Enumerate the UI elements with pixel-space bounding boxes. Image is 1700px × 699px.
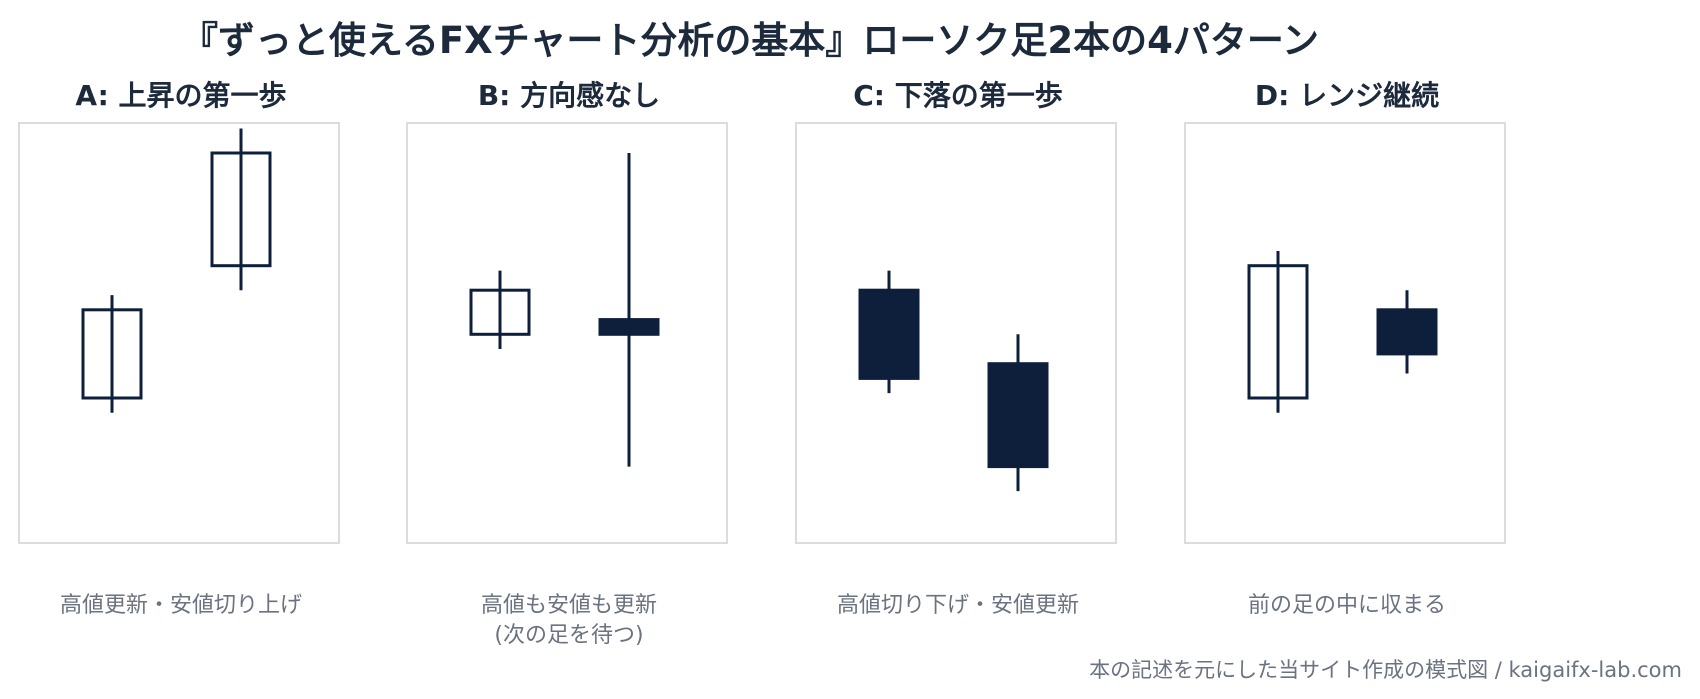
panel-b-candle-2 [598, 153, 660, 467]
panel-b-candles-svg [469, 153, 660, 467]
panel-a-caption-line1: 高値更新・安値切り上げ [59, 593, 302, 618]
panel-c-title: C: 下落の第一歩 [853, 79, 1063, 112]
panel-a-title: A: 上昇の第一歩 [75, 79, 287, 112]
panel-a-candle-2-body [210, 151, 272, 268]
panel-c-caption: 高値切り下げ・安値更新 [795, 591, 1121, 621]
panel-a-candles-svg [81, 128, 272, 413]
panel-b-title: B: 方向感なし [477, 79, 661, 112]
panel-a-candle-1-body [81, 308, 143, 400]
page-title: 『ずっと使えるFXチャート分析の基本』ローソク足2本の4パターン [181, 19, 1319, 62]
panel-b-candle-1 [469, 270, 531, 349]
panel-c-candle-1 [858, 270, 920, 394]
panel-d-candles-svg [1247, 251, 1438, 413]
panel-a-candle-1 [81, 295, 143, 413]
panel-d-candle-2-body [1376, 308, 1438, 356]
panel-d-candle-2 [1376, 290, 1438, 374]
panel-c-candle-1-body [858, 288, 920, 380]
panel-b-caption-line2: (次の足を待つ) [494, 623, 644, 648]
panel-b-caption-line1: 高値も安値も更新 [480, 593, 657, 618]
panel-a-chart [18, 122, 340, 544]
panel-a-candle-2 [210, 128, 272, 291]
panel-d-title: D: レンジ継続 [1254, 79, 1440, 112]
panel-c-caption-line1: 高値切り下げ・安値更新 [836, 593, 1079, 618]
panel-d-candle-1-body [1247, 264, 1309, 400]
source-credit: 本の記述を元にした当サイト作成の模式図 / kaigaifx-lab.com [1089, 658, 1682, 682]
panel-b-caption: 高値も安値も更新 (次の足を待つ) [406, 591, 732, 651]
panel-a-caption: 高値更新・安値切り上げ [18, 591, 344, 621]
panel-c-candle-2-body [987, 362, 1049, 469]
panel-c-chart [795, 122, 1117, 544]
panel-c-candles-svg [858, 270, 1049, 492]
panel-d-chart [1184, 122, 1506, 544]
panel-b-chart [406, 122, 728, 544]
panel-b-candle-2-body [598, 318, 660, 336]
panel-b-candle-1-body [469, 288, 531, 336]
panel-c-candle-2 [987, 334, 1049, 492]
panel-d-caption-line1: 前の足の中に収まる [1247, 593, 1446, 618]
panel-d-caption: 前の足の中に収まる [1184, 591, 1510, 621]
panel-d-candle-1 [1247, 251, 1309, 413]
